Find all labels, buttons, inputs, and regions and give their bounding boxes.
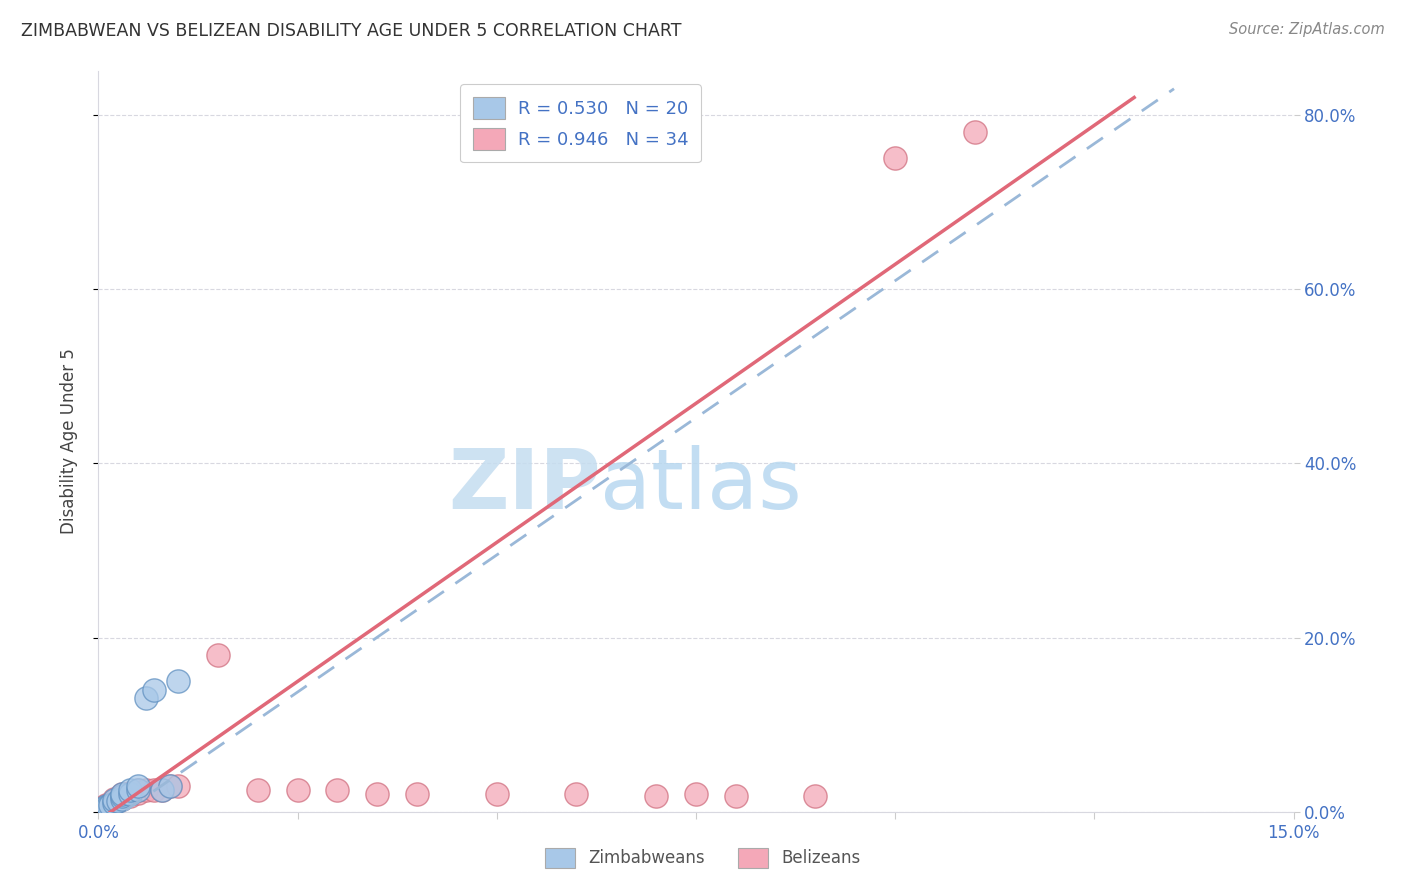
Point <box>287 783 309 797</box>
Point <box>406 787 429 801</box>
Point <box>103 796 125 810</box>
Point <box>485 787 508 801</box>
Point <box>91 802 114 816</box>
Legend: Zimbabweans, Belizeans: Zimbabweans, Belizeans <box>538 841 868 875</box>
Point <box>159 779 181 793</box>
Point <box>143 682 166 697</box>
Y-axis label: Disability Age Under 5: Disability Age Under 5 <box>59 349 77 534</box>
Point <box>804 789 827 803</box>
Point <box>167 674 190 689</box>
Point <box>645 789 668 803</box>
Point <box>107 794 129 808</box>
Point <box>97 799 120 814</box>
Text: ZIP: ZIP <box>449 445 600 526</box>
Point <box>111 791 134 805</box>
Point <box>111 787 134 801</box>
Point <box>884 152 907 166</box>
Point <box>98 797 122 812</box>
Point <box>96 800 118 814</box>
Point <box>120 783 142 797</box>
Point <box>96 798 118 813</box>
Point <box>120 789 142 803</box>
Point <box>103 794 125 808</box>
Text: Source: ZipAtlas.com: Source: ZipAtlas.com <box>1229 22 1385 37</box>
Point <box>143 783 166 797</box>
Point <box>98 797 122 812</box>
Point <box>685 787 707 801</box>
Point <box>103 796 125 810</box>
Point <box>91 802 114 816</box>
Legend: R = 0.530   N = 20, R = 0.946   N = 34: R = 0.530 N = 20, R = 0.946 N = 34 <box>460 84 702 162</box>
Point <box>963 125 986 139</box>
Point <box>111 789 134 803</box>
Point <box>127 783 149 797</box>
Point <box>326 783 349 797</box>
Point <box>127 779 149 793</box>
Text: ZIMBABWEAN VS BELIZEAN DISABILITY AGE UNDER 5 CORRELATION CHART: ZIMBABWEAN VS BELIZEAN DISABILITY AGE UN… <box>21 22 682 40</box>
Point <box>127 786 149 800</box>
Point <box>565 787 588 801</box>
Point <box>150 783 173 797</box>
Point <box>366 787 388 801</box>
Point <box>167 779 190 793</box>
Point <box>120 787 142 801</box>
Point <box>96 797 118 812</box>
Point <box>111 789 134 803</box>
Point <box>103 793 125 807</box>
Point <box>246 783 269 797</box>
Point <box>135 691 157 706</box>
Point <box>724 789 747 803</box>
Point <box>150 783 173 797</box>
Point <box>96 798 118 813</box>
Point <box>135 783 157 797</box>
Point <box>207 648 229 662</box>
Point <box>96 800 118 814</box>
Text: atlas: atlas <box>600 445 801 526</box>
Point <box>111 791 134 805</box>
Point <box>111 787 134 801</box>
Point <box>127 783 149 797</box>
Point <box>120 786 142 800</box>
Point <box>159 779 181 793</box>
Point <box>103 791 125 805</box>
